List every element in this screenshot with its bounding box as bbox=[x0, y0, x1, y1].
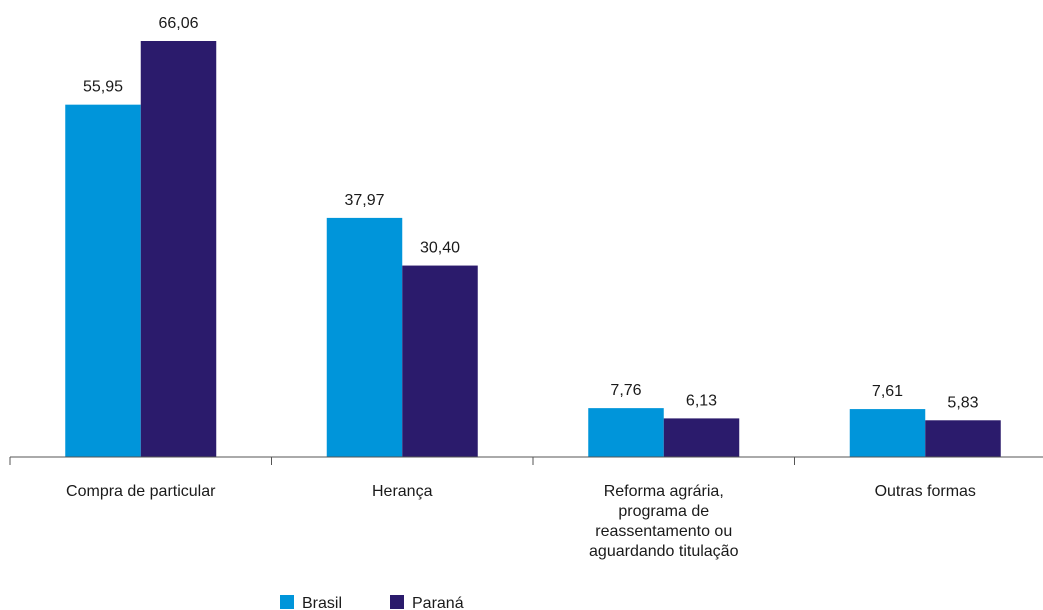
x-tick-label: Compra de particular bbox=[66, 483, 216, 500]
value-label: 7,61 bbox=[872, 383, 903, 400]
value-label: 30,40 bbox=[420, 240, 460, 257]
x-tick-label: Outras formas bbox=[874, 483, 976, 500]
bar bbox=[65, 104, 141, 457]
bar bbox=[326, 217, 403, 457]
legend-label: Brasil bbox=[302, 595, 342, 610]
bar bbox=[140, 41, 217, 457]
value-label: 55,95 bbox=[83, 79, 123, 96]
bar bbox=[588, 408, 664, 457]
bar bbox=[925, 420, 1001, 457]
value-label: 6,13 bbox=[686, 392, 717, 409]
value-label: 37,97 bbox=[344, 192, 384, 209]
value-label: 7,76 bbox=[610, 382, 641, 399]
legend-swatch bbox=[390, 595, 404, 609]
x-tick-label: Reforma agrária, programa de reassentame… bbox=[589, 483, 739, 560]
legend-swatch bbox=[280, 595, 294, 609]
value-label: 66,06 bbox=[158, 15, 198, 32]
bar bbox=[402, 265, 478, 457]
x-tick-label: Herança bbox=[372, 483, 433, 500]
bar bbox=[849, 409, 926, 457]
legend-label: Paraná bbox=[412, 595, 464, 610]
value-label: 5,83 bbox=[947, 394, 978, 411]
bar bbox=[663, 418, 740, 457]
